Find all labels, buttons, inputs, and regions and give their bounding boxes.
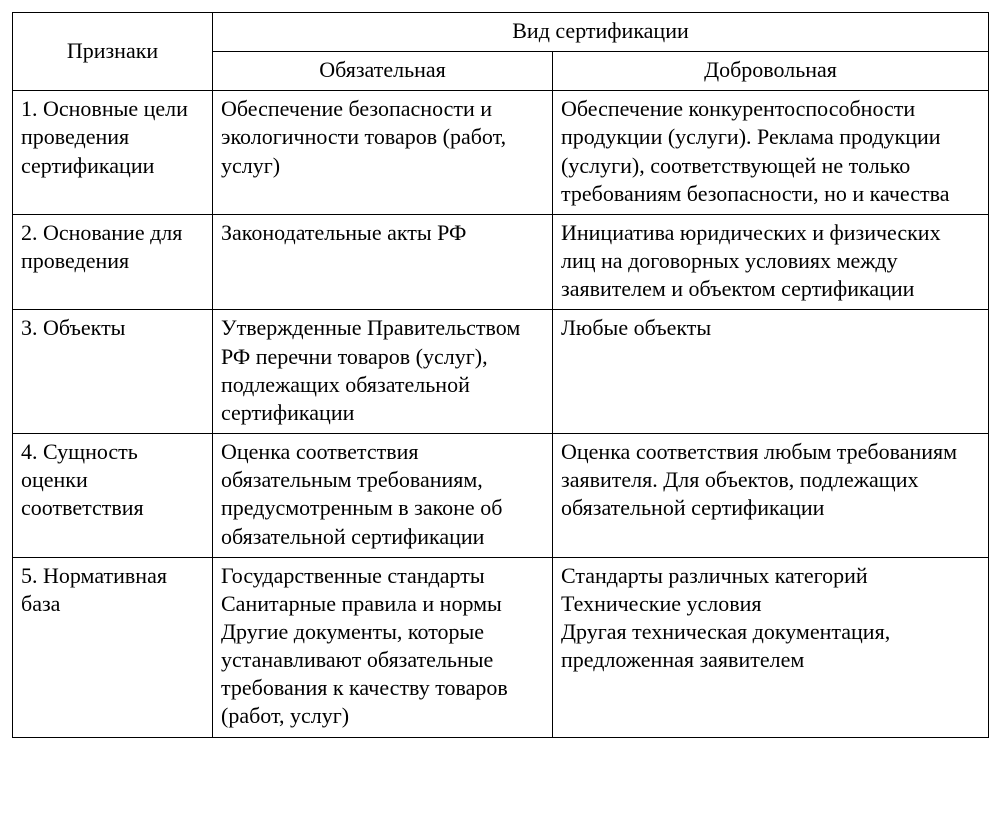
cell-voluntary: Оценка соответствия любым требованиям за… bbox=[553, 434, 989, 558]
cell-mandatory: Обеспечение безопасности и экологичности… bbox=[213, 91, 553, 215]
cell-voluntary: Стандарты различных категорий Технически… bbox=[553, 557, 989, 737]
cell-line: Другие документы, которые устанавливают … bbox=[221, 618, 544, 731]
certification-table: Признаки Вид сертификации Обязательная Д… bbox=[12, 12, 989, 738]
table-row: 2. Основание для проведения Законодатель… bbox=[13, 214, 989, 309]
header-group: Вид сертификации bbox=[213, 13, 989, 52]
cell-voluntary: Любые объекты bbox=[553, 310, 989, 434]
cell-voluntary: Инициатива юридических и физических лиц … bbox=[553, 214, 989, 309]
cell-voluntary: Обеспечение конкурентоспособности продук… bbox=[553, 91, 989, 215]
cell-feature: 2. Основание для проведения bbox=[13, 214, 213, 309]
cell-line: Санитарные правила и нормы bbox=[221, 590, 544, 618]
cell-mandatory: Оценка соответствия обязательным требова… bbox=[213, 434, 553, 558]
header-features: Признаки bbox=[13, 13, 213, 91]
cell-line: Государственные стандарты bbox=[221, 562, 544, 590]
cell-mandatory: Законодательные акты РФ bbox=[213, 214, 553, 309]
cell-feature: 3. Объекты bbox=[13, 310, 213, 434]
cell-feature: 1. Основные цели проведения сертификации bbox=[13, 91, 213, 215]
header-mandatory: Обязательная bbox=[213, 52, 553, 91]
cell-mandatory: Утвержденные Правительством РФ перечни т… bbox=[213, 310, 553, 434]
cell-feature: 5. Нормативная база bbox=[13, 557, 213, 737]
cell-line: Другая техническая документация, предлож… bbox=[561, 618, 980, 674]
cell-feature: 4. Сущность оценки соответствия bbox=[13, 434, 213, 558]
cell-line: Стандарты различных категорий bbox=[561, 562, 980, 590]
table-row: 1. Основные цели проведения сертификации… bbox=[13, 91, 989, 215]
table-row: 4. Сущность оценки соответствия Оценка с… bbox=[13, 434, 989, 558]
cell-line: Технические условия bbox=[561, 590, 980, 618]
cell-mandatory: Государственные стандарты Санитарные пра… bbox=[213, 557, 553, 737]
header-voluntary: Добровольная bbox=[553, 52, 989, 91]
table-row: 5. Нормативная база Государственные стан… bbox=[13, 557, 989, 737]
table-row: 3. Объекты Утвержденные Правительством Р… bbox=[13, 310, 989, 434]
